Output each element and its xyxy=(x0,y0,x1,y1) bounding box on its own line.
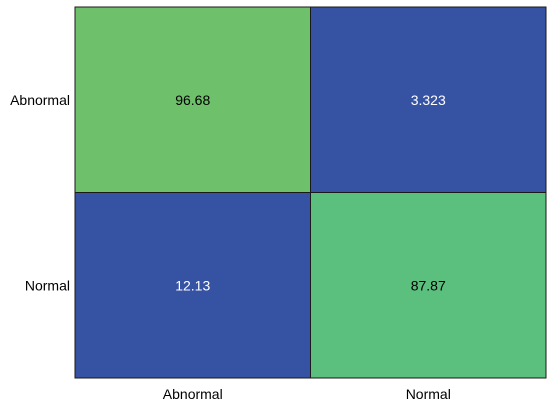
x-axis-tick-labels: Abnormal Normal xyxy=(163,386,451,402)
cell-value-label: 96.68 xyxy=(175,92,210,108)
heatmap-cell-normal-abnormal xyxy=(74,192,311,379)
heatmap-cell-abnormal-abnormal xyxy=(74,6,311,193)
cell-value-label: 87.87 xyxy=(411,277,446,293)
heatmap-cell-abnormal-normal xyxy=(310,6,547,193)
x-tick-label: Normal xyxy=(406,386,451,402)
y-tick-label: Normal xyxy=(25,277,70,293)
heatmap-cell-normal-normal xyxy=(310,192,547,379)
y-axis-tick-labels: Abnormal Normal xyxy=(10,92,70,294)
heatmap-cells: 96.68 3.323 12.13 87.87 xyxy=(74,6,547,379)
cell-value-label: 3.323 xyxy=(411,92,446,108)
y-tick-label: Abnormal xyxy=(10,92,70,108)
plot-border xyxy=(74,6,547,379)
cell-value-label: 12.13 xyxy=(175,277,210,293)
x-tick-label: Abnormal xyxy=(163,386,223,402)
